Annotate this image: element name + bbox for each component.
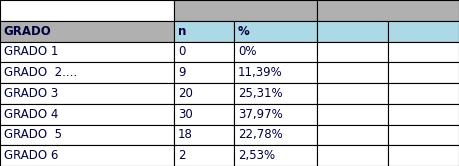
Text: 2,53%: 2,53% — [238, 149, 275, 162]
Text: GRADO 6: GRADO 6 — [4, 149, 58, 162]
Bar — [0, 21, 174, 42]
Text: 9: 9 — [178, 66, 185, 79]
Bar — [0, 0, 174, 21]
Bar — [388, 145, 459, 166]
Bar — [317, 42, 388, 62]
Bar — [388, 124, 459, 145]
Text: 0%: 0% — [238, 45, 256, 58]
Bar — [317, 145, 388, 166]
Bar — [388, 42, 459, 62]
Text: 30: 30 — [178, 108, 193, 121]
Bar — [0, 145, 174, 166]
Text: GRADO  2....: GRADO 2.... — [4, 66, 77, 79]
Bar — [234, 21, 317, 42]
Text: GRADO 1: GRADO 1 — [4, 45, 58, 58]
Text: GRADO: GRADO — [4, 25, 51, 38]
Bar — [234, 42, 317, 62]
Bar — [0, 62, 174, 83]
Bar — [317, 0, 459, 21]
Bar — [317, 21, 388, 42]
Bar — [317, 104, 388, 124]
Text: 18: 18 — [178, 128, 193, 141]
Text: 2: 2 — [178, 149, 185, 162]
Text: GRADO 3: GRADO 3 — [4, 87, 58, 100]
Text: n: n — [178, 25, 186, 38]
Bar — [174, 21, 234, 42]
Bar — [174, 0, 317, 21]
Bar — [234, 145, 317, 166]
Bar — [388, 21, 459, 42]
Bar — [388, 62, 459, 83]
Bar — [234, 62, 317, 83]
Bar — [317, 83, 388, 104]
Bar — [174, 145, 234, 166]
Text: GRADO 4: GRADO 4 — [4, 108, 58, 121]
Text: 37,97%: 37,97% — [238, 108, 282, 121]
Text: 25,31%: 25,31% — [238, 87, 282, 100]
Text: 20: 20 — [178, 87, 193, 100]
Bar — [388, 104, 459, 124]
Bar — [0, 83, 174, 104]
Bar — [174, 124, 234, 145]
Bar — [317, 124, 388, 145]
Bar — [0, 104, 174, 124]
Text: 0: 0 — [178, 45, 185, 58]
Bar — [174, 83, 234, 104]
Bar — [234, 104, 317, 124]
Bar — [317, 62, 388, 83]
Text: 11,39%: 11,39% — [238, 66, 282, 79]
Bar — [234, 124, 317, 145]
Bar — [174, 42, 234, 62]
Bar — [174, 62, 234, 83]
Bar — [0, 42, 174, 62]
Bar — [234, 83, 317, 104]
Text: GRADO  5: GRADO 5 — [4, 128, 62, 141]
Bar — [174, 104, 234, 124]
Bar — [388, 83, 459, 104]
Text: 22,78%: 22,78% — [238, 128, 282, 141]
Text: %: % — [238, 25, 250, 38]
Bar — [0, 124, 174, 145]
